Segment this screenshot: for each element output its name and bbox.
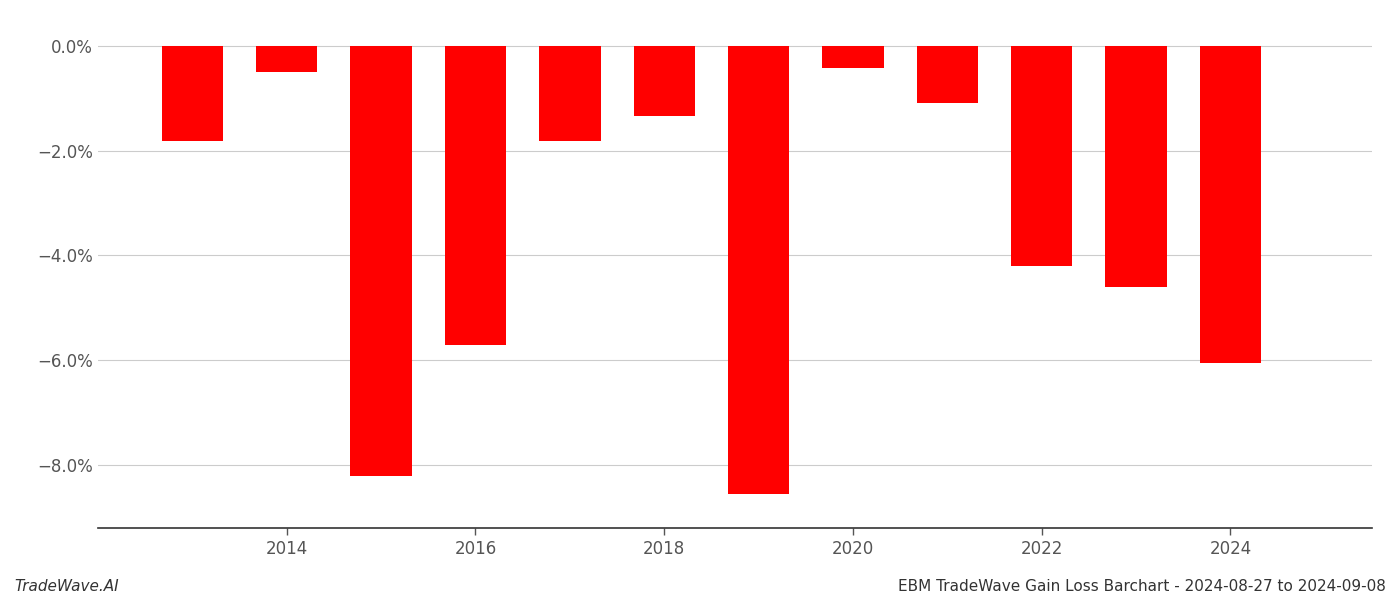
Bar bbox=[728, 46, 790, 494]
Text: EBM TradeWave Gain Loss Barchart - 2024-08-27 to 2024-09-08: EBM TradeWave Gain Loss Barchart - 2024-… bbox=[899, 579, 1386, 594]
Bar bbox=[634, 46, 694, 116]
Bar bbox=[1011, 46, 1072, 266]
Bar bbox=[917, 46, 979, 103]
Bar bbox=[539, 46, 601, 141]
Bar bbox=[445, 46, 507, 344]
Bar bbox=[1106, 46, 1166, 287]
Bar bbox=[256, 46, 318, 72]
Bar bbox=[822, 46, 883, 68]
Bar bbox=[161, 46, 223, 141]
Text: TradeWave.AI: TradeWave.AI bbox=[14, 579, 119, 594]
Bar bbox=[350, 46, 412, 476]
Bar bbox=[1200, 46, 1261, 363]
